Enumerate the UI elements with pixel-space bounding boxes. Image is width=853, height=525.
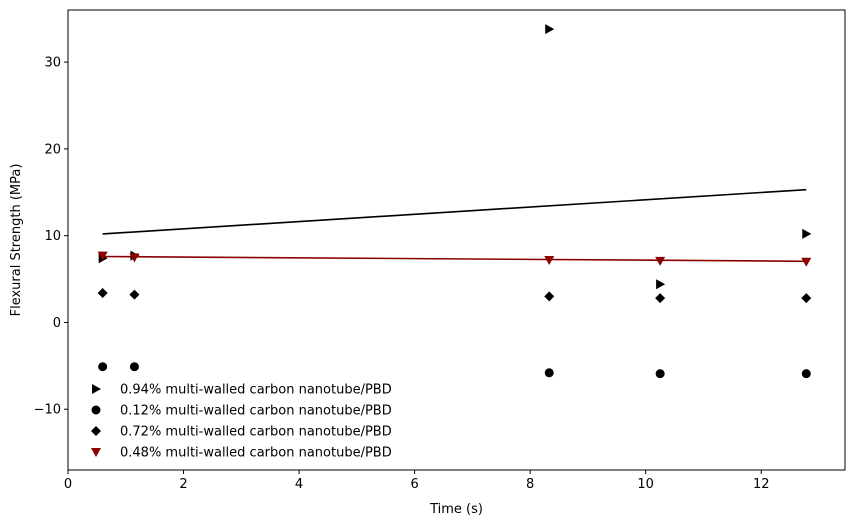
legend-marker [92,384,101,394]
y-tick-label: 20 [44,142,61,157]
x-tick-label: 12 [753,477,770,492]
data-point [129,362,139,372]
data-point [97,287,108,298]
data-points [97,24,812,379]
data-point [544,368,554,378]
data-point [801,257,812,267]
legend-marker [91,426,101,436]
x-axis-ticks: 0 2 4 6 8 10 12 [64,470,770,492]
y-tick-label: 30 [44,56,61,71]
y-tick-label: 10 [44,229,61,244]
data-point [129,289,140,300]
x-tick-label: 8 [526,477,534,492]
legend-label: 0.12% multi-walled carbon nanotube/PBD [120,404,392,419]
data-point [129,253,140,263]
data-point [545,24,555,35]
legend-label: 0.72% multi-walled carbon nanotube/PBD [120,425,392,440]
x-tick-label: 10 [637,477,654,492]
legend: 0.94% multi-walled carbon nanotube/PBD 0.… [91,383,392,461]
data-point [655,293,666,304]
data-point [656,279,666,290]
legend-label: 0.94% multi-walled carbon nanotube/PBD [120,383,392,398]
y-tick-label: 0 [53,316,61,331]
x-tick-label: 6 [410,477,418,492]
x-axis-label: Time (s) [429,502,483,517]
y-tick-label: −10 [34,403,61,418]
legend-marker [91,405,101,415]
trend-lines [102,188,807,263]
x-tick-label: 4 [295,477,303,492]
data-point [98,362,108,372]
data-point [802,228,812,239]
x-tick-label: 2 [179,477,187,492]
trend-line [102,255,807,263]
x-tick-label: 0 [64,477,72,492]
data-point [544,255,555,265]
trend-line [102,188,807,235]
legend-marker [91,448,101,457]
legend-label: 0.48% multi-walled carbon nanotube/PBD [120,446,392,461]
data-point [655,256,666,266]
data-point [801,293,812,304]
y-axis-label: Flexural Strength (MPa) [9,164,24,317]
plot-frame [67,9,846,471]
y-axis-ticks: −10 0 10 20 30 [34,56,68,418]
data-point [97,251,108,261]
data-point [801,369,811,379]
data-point [544,291,555,302]
data-point [655,369,665,379]
